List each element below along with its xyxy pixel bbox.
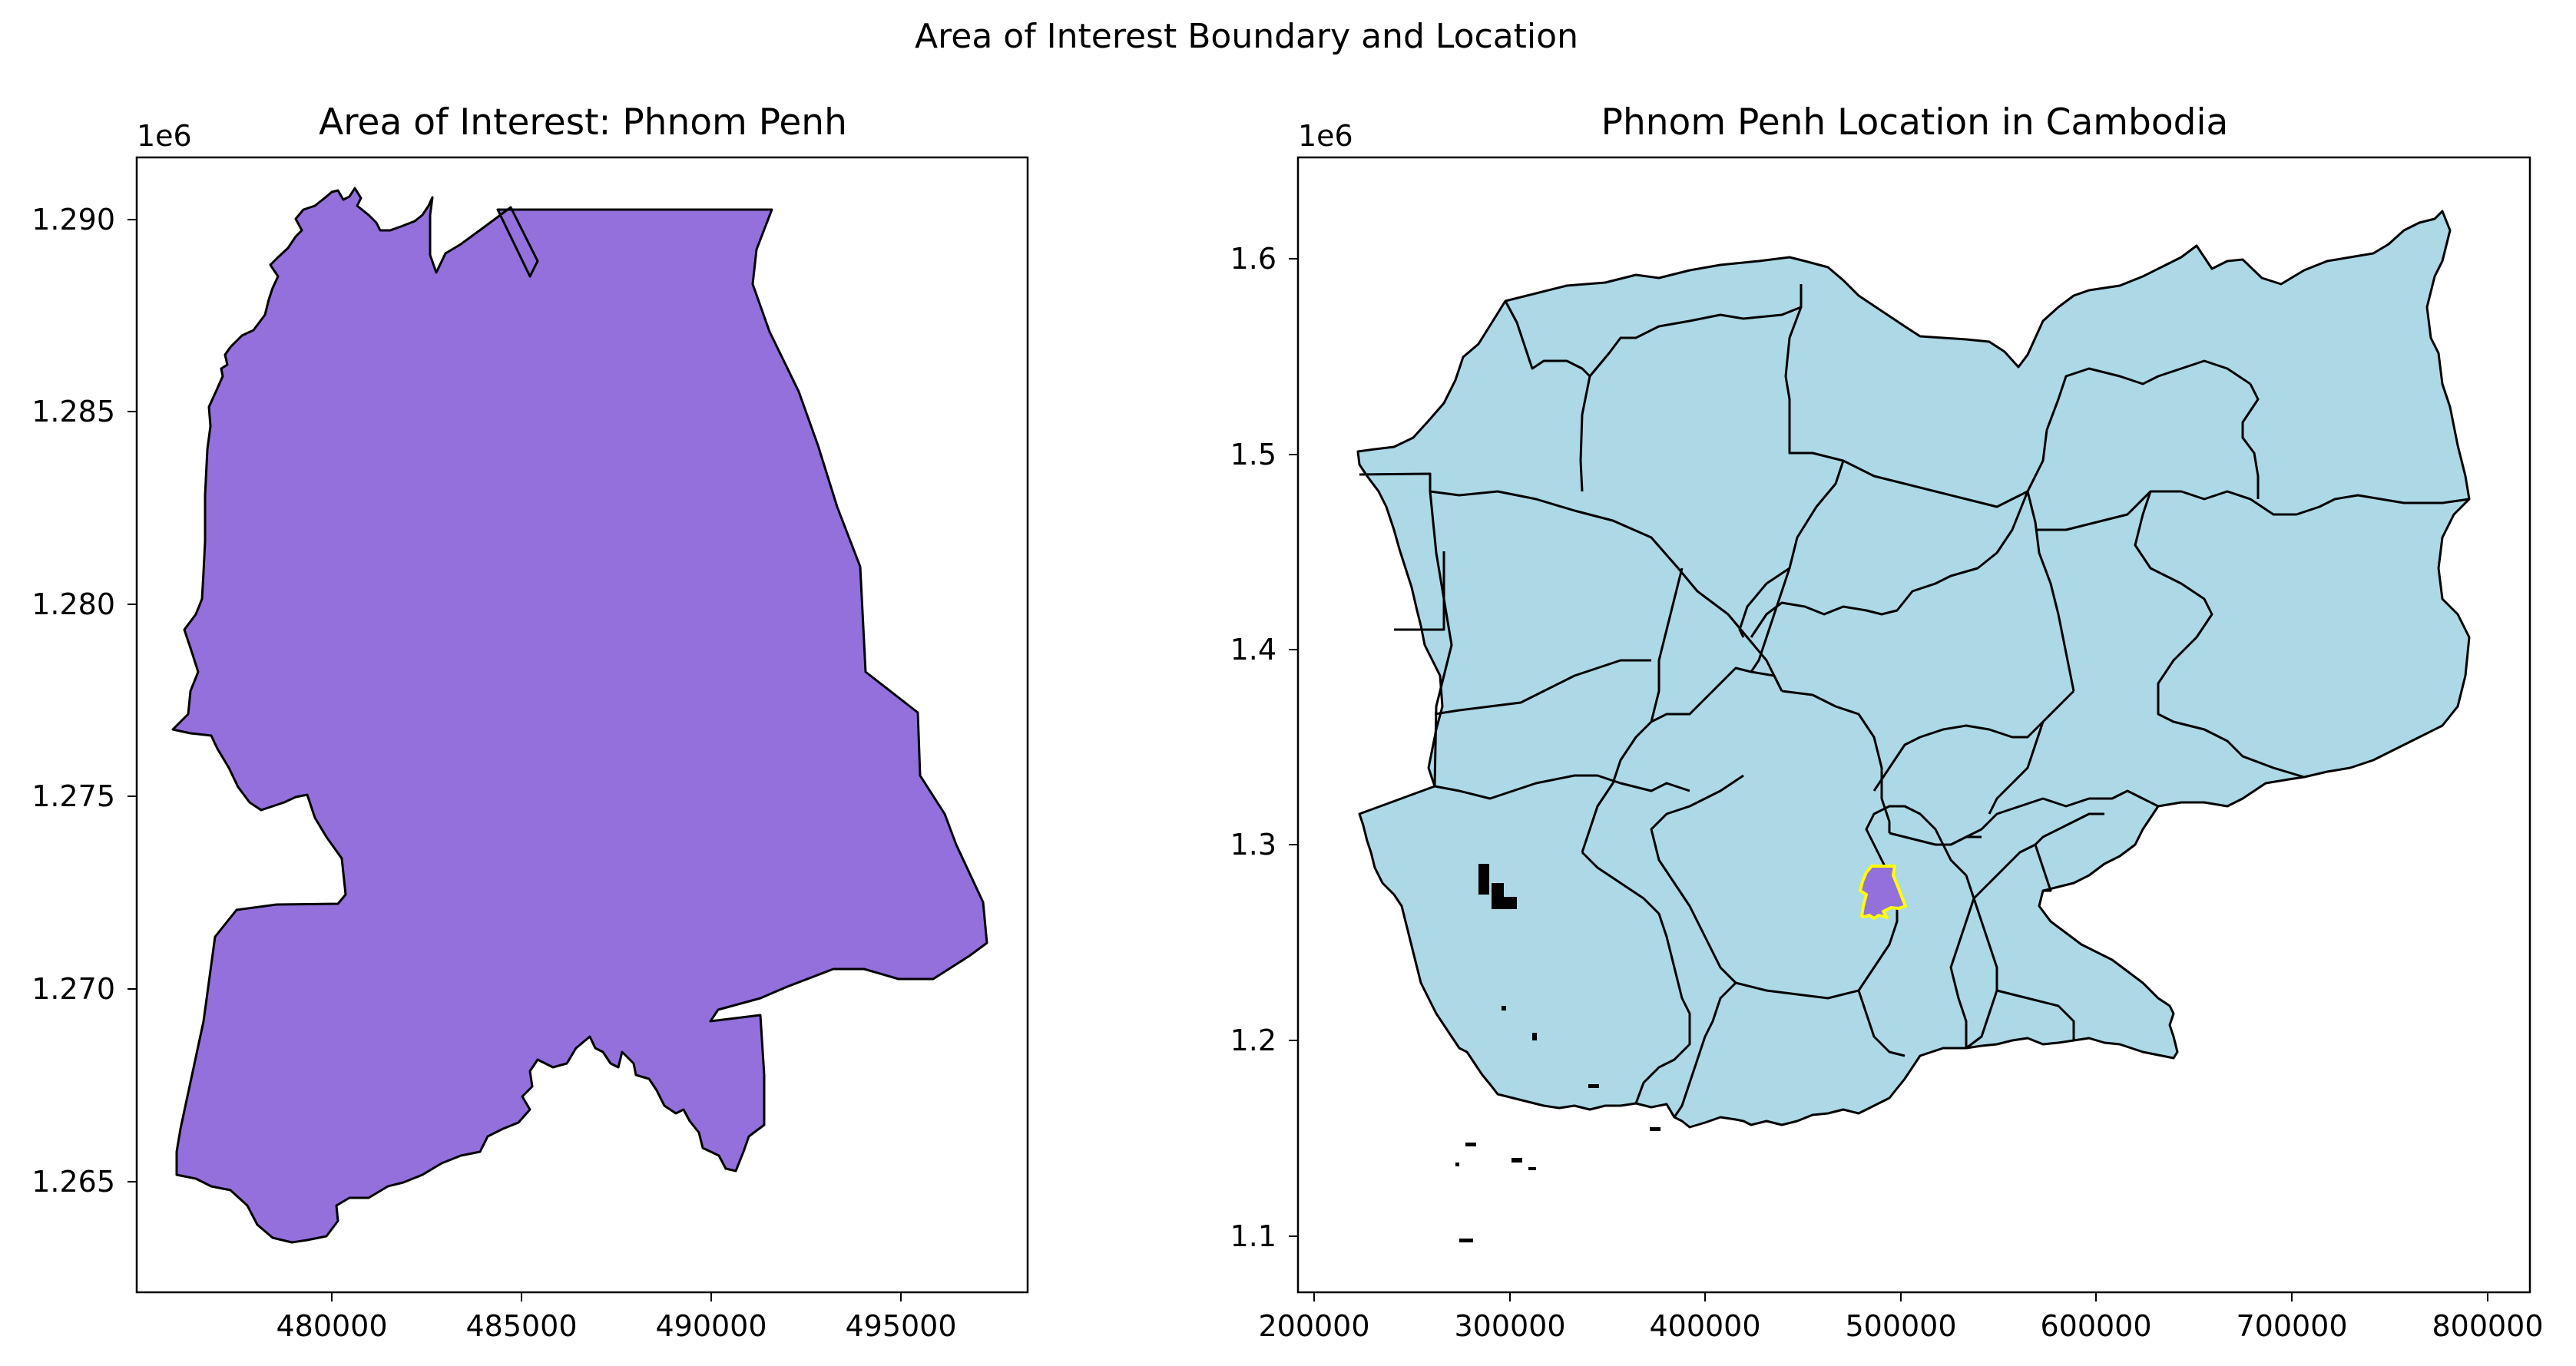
province-boundary (1950, 835, 1982, 846)
left-map-title: Area of Interest: Phnom Penh (319, 101, 847, 144)
province-boundary (1673, 981, 1737, 1118)
left-x-tick-label: 485000 (465, 1309, 577, 1343)
island (1465, 1143, 1476, 1146)
province-boundary (1889, 789, 2159, 846)
coastal-detail (1478, 864, 1489, 895)
province-boundary (2034, 844, 2052, 892)
left-y-tick-label: 1.275 (31, 779, 115, 813)
left-map-panel: Area of Interest: Phnom Penh 1e6 480000 … (31, 101, 1029, 1343)
province-boundary (1359, 472, 1680, 569)
phnom-penh-highlight (1859, 865, 1907, 920)
province-boundaries (1359, 284, 2470, 1118)
right-y-tick-label: 1.5 (1230, 438, 1276, 471)
left-y-offset-label: 1e6 (137, 119, 192, 153)
left-y-tick-label: 1.270 (31, 972, 115, 1006)
left-y-ticks: 1.265 1.270 1.275 1.280 1.285 1.290 (31, 203, 137, 1199)
right-x-tick-label: 700000 (2236, 1309, 2347, 1343)
province-boundary (1988, 721, 2045, 815)
province-boundary (2026, 359, 2251, 492)
phnom-penh-boundary (171, 187, 988, 1244)
island (1588, 1084, 1599, 1088)
province-boundary (1965, 898, 1998, 1050)
province-boundary (1750, 459, 2029, 638)
province-boundary (2134, 491, 2305, 779)
left-axes-frame (135, 156, 1029, 1294)
island (1455, 1163, 1459, 1166)
right-x-ticks: 200000 300000 400000 500000 600000 70000… (1258, 1292, 2544, 1343)
province-boundary (1781, 690, 1891, 833)
right-axes-frame (1296, 156, 2531, 1294)
right-map-panel: Phnom Penh Location in Cambodia 1e6 (1230, 101, 2544, 1343)
island (1459, 1239, 1473, 1242)
right-y-tick-label: 1.3 (1230, 828, 1276, 862)
province-boundary (1738, 306, 1845, 638)
right-y-tick-label: 1.6 (1230, 242, 1276, 276)
province-boundary (2026, 491, 2075, 692)
province-boundary (1434, 774, 1690, 800)
island (1650, 1127, 1660, 1131)
right-y-tick-label: 1.2 (1230, 1024, 1276, 1057)
coastal-detail (1532, 1033, 1537, 1040)
right-y-offset-label: 1e6 (1298, 119, 1353, 153)
province-boundary (1750, 567, 1791, 673)
province-boundary (1394, 551, 1445, 631)
province-boundary (1504, 284, 1803, 378)
coastal-detail (1492, 883, 1504, 909)
cambodia-country-boundary (1356, 210, 2471, 1129)
island (1511, 1158, 1522, 1163)
province-boundary (1972, 812, 2104, 900)
province-boundary (1650, 567, 1684, 723)
province-boundary (1872, 690, 2075, 792)
province-boundary (1429, 491, 1453, 787)
province-boundary (1996, 989, 2075, 1040)
right-x-tick-label: 600000 (2040, 1309, 2151, 1343)
province-boundary (1434, 659, 1651, 716)
right-x-tick-label: 200000 (1258, 1309, 1369, 1343)
left-y-tick-label: 1.265 (31, 1165, 115, 1199)
province-boundary (1581, 851, 1691, 1104)
right-map-title: Phnom Penh Location in Cambodia (1601, 101, 2229, 144)
right-x-tick-label: 800000 (2432, 1309, 2543, 1343)
island (1528, 1167, 1536, 1170)
right-y-tick-label: 1.4 (1230, 633, 1276, 666)
right-y-tick-label: 1.1 (1230, 1219, 1276, 1253)
right-x-tick-label: 300000 (1454, 1309, 1565, 1343)
left-x-tick-label: 495000 (845, 1309, 956, 1343)
province-boundary (2035, 490, 2470, 531)
figure-title: Area of Interest Boundary and Location (915, 17, 1578, 56)
left-y-tick-label: 1.280 (31, 587, 115, 621)
left-x-tick-label: 490000 (655, 1309, 767, 1343)
province-boundary (1579, 375, 1591, 492)
left-x-tick-label: 480000 (276, 1309, 387, 1343)
right-x-tick-label: 500000 (1845, 1309, 1956, 1343)
province-boundary (1581, 666, 1783, 853)
province-boundary (1650, 774, 1859, 1000)
left-x-ticks: 480000 485000 490000 495000 (276, 1292, 957, 1343)
province-boundary (1857, 990, 1906, 1057)
right-x-tick-label: 400000 (1649, 1309, 1760, 1343)
province-boundary (2241, 383, 2260, 499)
left-y-tick-label: 1.290 (31, 203, 115, 236)
coastal-detail (1502, 897, 1517, 909)
coastal-detail (1502, 1006, 1506, 1010)
left-y-tick-label: 1.285 (31, 395, 115, 428)
coastal-islands (1455, 864, 1660, 1242)
province-boundary (1677, 567, 1783, 692)
right-y-ticks: 1.1 1.2 1.3 1.4 1.5 1.6 (1230, 242, 1298, 1253)
